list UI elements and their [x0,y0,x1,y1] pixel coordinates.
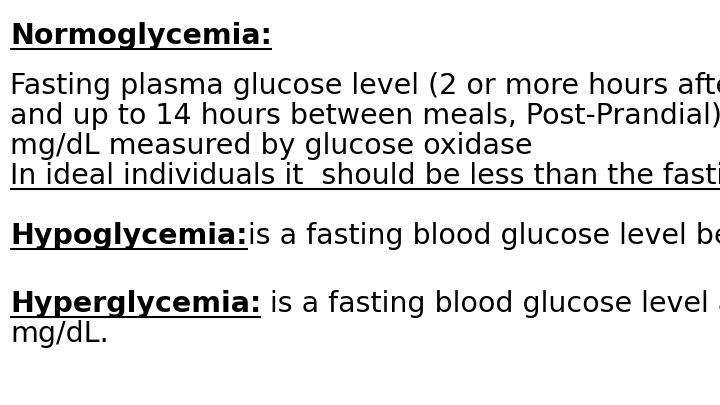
Text: mg/dL.: mg/dL. [10,320,109,348]
Text: and up to 14 hours between meals, Post-Prandial) is 60-126: and up to 14 hours between meals, Post-P… [10,102,720,130]
Text: mg/dL measured by glucose oxidase: mg/dL measured by glucose oxidase [10,132,533,160]
Text: Hypoglycemia:: Hypoglycemia: [10,222,248,250]
Text: Hyperglycemia:: Hyperglycemia: [10,290,261,318]
Text: Normoglycemia:: Normoglycemia: [10,22,272,50]
Text: In ideal individuals it  should be less than the fasting level.: In ideal individuals it should be less t… [10,162,720,190]
Text: is a fasting blood glucose level above 126: is a fasting blood glucose level above 1… [261,290,720,318]
Text: is a fasting blood glucose level below 45 mg/dL: is a fasting blood glucose level below 4… [248,222,720,250]
Text: Fasting plasma glucose level (2 or more hours after last meal: Fasting plasma glucose level (2 or more … [10,72,720,100]
